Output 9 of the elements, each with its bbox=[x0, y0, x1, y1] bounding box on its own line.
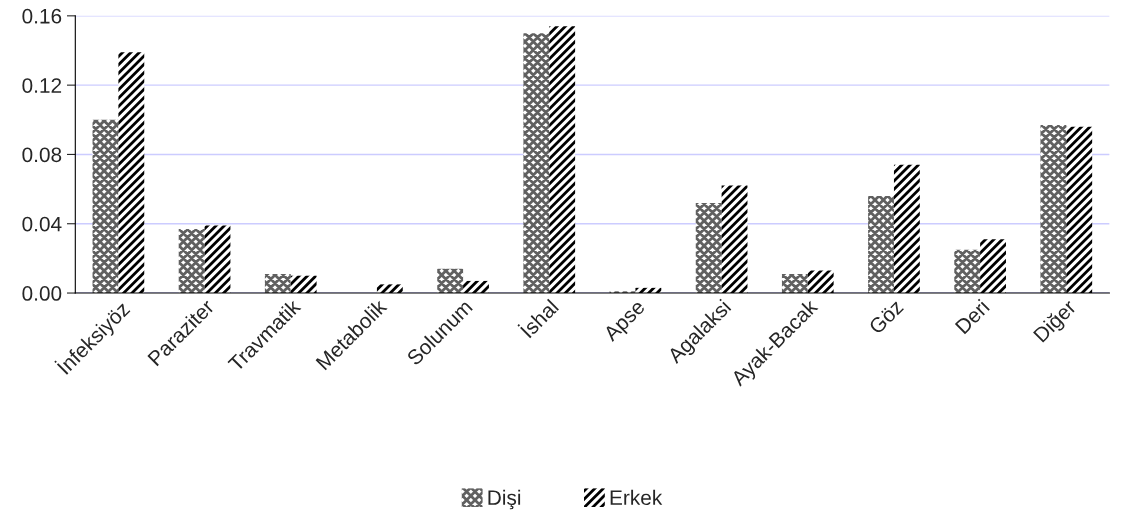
y-tick-label: 0.16 bbox=[22, 8, 62, 24]
y-tick-label: 0.12 bbox=[22, 78, 62, 93]
y-tick-label: 0.04 bbox=[22, 216, 62, 232]
legend-label: Dişi bbox=[488, 489, 521, 510]
legend-label: Erkek bbox=[610, 489, 663, 506]
x-tick-label: Deri bbox=[954, 298, 990, 335]
y-tick-label: 0.08 bbox=[22, 147, 62, 163]
x-tick-label: Göz bbox=[868, 298, 905, 335]
y-tick-label: 0.00 bbox=[22, 286, 62, 301]
